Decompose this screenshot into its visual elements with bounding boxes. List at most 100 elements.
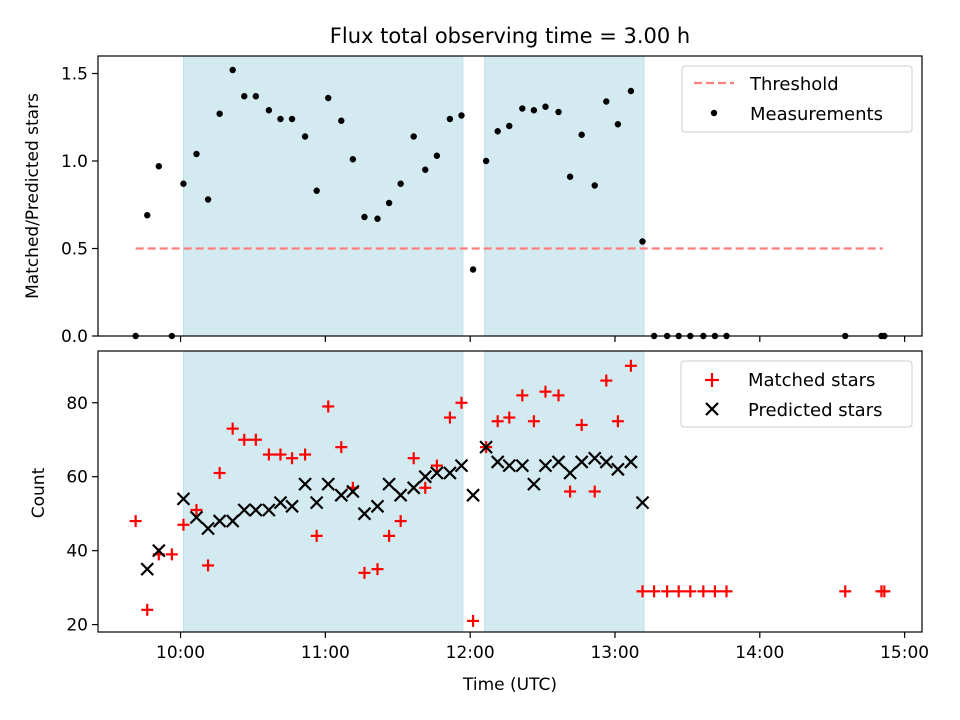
predicted-star-point (574, 455, 589, 469)
matched-star-point (575, 418, 588, 431)
matched-star-point (720, 585, 733, 598)
predicted-star-point (418, 469, 433, 484)
matched-star-point (491, 415, 504, 428)
measurement-point (277, 115, 284, 123)
measurement-point (542, 103, 549, 110)
matched-star-point (600, 374, 613, 387)
matched-star-point (165, 548, 178, 561)
predicted-star-point (587, 451, 602, 466)
predicted-star-point (563, 466, 577, 480)
bottom-legend-box (680, 360, 913, 428)
y-tick-label: 0.0 (61, 327, 88, 347)
measurements-legend-swatch (710, 109, 718, 117)
x-tick-label: 12:00 (446, 643, 495, 663)
measurement-point (193, 150, 200, 158)
bottom-axes-frame (97, 350, 923, 633)
predicted-star-point (298, 477, 312, 491)
top-y-axis-label: Matched/Predicted stars (23, 93, 43, 299)
measurement-point (506, 122, 513, 130)
y-tick-label: 80 (66, 394, 88, 414)
matched-star-point (358, 566, 371, 579)
y-tick-label: 0.5 (61, 240, 88, 260)
measurement-point (410, 133, 417, 140)
measurement-point (578, 131, 585, 138)
predicted-star-point (152, 543, 166, 558)
measurement-point (288, 115, 296, 123)
matched-star-point (177, 518, 190, 531)
matched-star-point (407, 452, 420, 465)
predicted-star-point (357, 506, 372, 521)
predicted-star-point (527, 477, 541, 491)
matched-star-point (878, 585, 891, 598)
top-axes-frame (97, 55, 923, 337)
measurement-point (397, 180, 404, 187)
predicted-star-point (624, 455, 638, 469)
bottom-panel: 10:00 11:00 12:00 13:00 14:00 15:00 20406080 … (29, 350, 929, 695)
matched-star-point (443, 411, 456, 424)
predicted-star-point (321, 477, 336, 491)
measurement-point (614, 121, 622, 128)
measurement-point (446, 115, 454, 123)
top-x-ticks (179, 336, 906, 342)
predicted-star-point (393, 488, 408, 502)
threshold-legend-label: Threshold (749, 74, 839, 95)
predicted-star-point (309, 495, 324, 510)
chart-title: Flux total observing time = 3.00 h (330, 24, 690, 48)
matched-star-point (310, 529, 323, 542)
predicted-star-point (430, 466, 444, 480)
matched-star-point (467, 614, 480, 627)
matched-star-point (636, 585, 649, 598)
matched-star-point (588, 485, 601, 498)
measurement-point (494, 128, 501, 135)
measurement-point (385, 199, 393, 207)
measurement-point (241, 93, 248, 100)
matched-star-point (394, 515, 407, 528)
matched-star-point (299, 448, 312, 461)
measurement-point (265, 107, 273, 114)
matched-star-point (684, 585, 697, 598)
y-tick-label: 1.5 (61, 65, 88, 85)
matched-star-point (226, 422, 239, 435)
measurement-point (252, 93, 260, 100)
matched-star-point (539, 385, 552, 398)
predicted-star-point (490, 455, 505, 469)
measurement-point (469, 266, 477, 273)
matched-star-point (419, 481, 432, 494)
measurement-point (555, 108, 562, 116)
matched-star-point (371, 563, 384, 576)
measurement-point (229, 66, 236, 74)
measurement-point (361, 213, 368, 221)
predicted-stars-points (140, 440, 650, 576)
matched-star-point (661, 585, 674, 598)
measurement-point (216, 110, 223, 117)
x-tick-label: 14:00 (735, 643, 784, 663)
matched-star-point (527, 415, 540, 428)
predicted-star-point (334, 488, 349, 502)
matched-star-point (262, 448, 275, 461)
predicted-star-point (370, 499, 385, 514)
predicted-star-point (273, 495, 288, 510)
predicted-star-point (443, 466, 457, 480)
predicted-star-point (201, 521, 215, 536)
predicted-legend-label: Predicted stars (748, 400, 882, 421)
predicted-star-point (189, 510, 204, 525)
predicted-star-point (285, 499, 299, 514)
predicted-star-point (502, 458, 517, 473)
matched-star-point (202, 559, 215, 572)
predicted-star-point (346, 484, 360, 499)
predicted-star-point (262, 503, 276, 517)
measurement-point (338, 117, 345, 124)
measurement-point (482, 157, 490, 165)
shaded-interval (182, 350, 464, 633)
y-tick-label: 20 (66, 616, 88, 636)
y-tick-label: 60 (66, 468, 88, 488)
measurements-legend-label: Measurements (750, 104, 883, 125)
matched-legend-label: Matched stars (748, 370, 875, 391)
predicted-star-point (466, 488, 480, 502)
matched-star-point (322, 400, 335, 413)
matched-star-point (274, 448, 287, 461)
predicted-star-point (454, 458, 469, 473)
predicted-star-point (599, 455, 614, 469)
predicted-star-point (225, 514, 240, 528)
predicted-legend-swatch (705, 402, 719, 416)
